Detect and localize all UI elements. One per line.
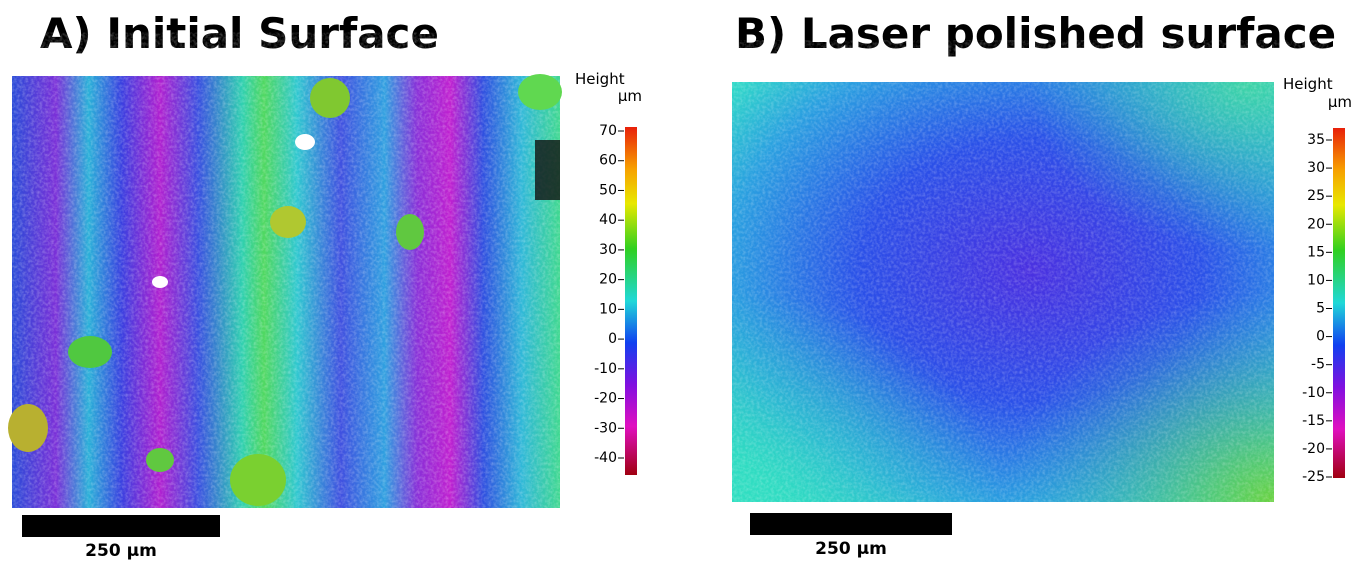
colorbar-tick-label: 60 bbox=[599, 153, 617, 169]
panel-title: A) Initial Surface bbox=[40, 9, 439, 58]
scale-bar bbox=[22, 515, 220, 537]
colorbar-tick-label: -20 bbox=[1302, 441, 1325, 457]
colorbar-tick-label: -5 bbox=[1311, 357, 1325, 373]
colorbar-tick-label: 15 bbox=[1307, 244, 1325, 260]
colorbar-tick-label: 0 bbox=[1316, 329, 1325, 345]
figure: A) Initial Surface B) Laser polished sur… bbox=[0, 0, 1359, 560]
colorbar-tick-label: -15 bbox=[1302, 413, 1325, 429]
colorbar-tick-label: -25 bbox=[1302, 469, 1325, 485]
colorbar-tick-label: -10 bbox=[594, 361, 617, 377]
colorbar-tick-label: -40 bbox=[594, 450, 617, 466]
colorbar-tick-label: 10 bbox=[1307, 272, 1325, 288]
colorbar-label: Height bbox=[575, 70, 625, 88]
colorbar-tick-label: 50 bbox=[599, 182, 617, 198]
panel-title: B) Laser polished surface bbox=[735, 9, 1336, 58]
colorbar-tick-label: 40 bbox=[599, 212, 617, 228]
colorbar-unit: µm bbox=[618, 87, 642, 105]
colorbar-tick-label: 70 bbox=[599, 123, 617, 139]
colorbar-tick-label: 25 bbox=[1307, 188, 1325, 204]
colorbar bbox=[625, 127, 637, 475]
surface-image-b bbox=[732, 82, 1274, 502]
colorbar-tick-label: -20 bbox=[594, 391, 617, 407]
colorbar-tick-label: -30 bbox=[594, 420, 617, 436]
surface-image-a bbox=[8, 74, 562, 508]
colorbar-tick-label: 10 bbox=[599, 301, 617, 317]
colorbar-tick-label: 30 bbox=[599, 242, 617, 258]
colorbar-tick-label: 5 bbox=[1316, 301, 1325, 317]
colorbar-tick-label: 0 bbox=[608, 331, 617, 347]
scale-bar-label: 250 µm bbox=[85, 541, 157, 560]
colorbar-unit: µm bbox=[1328, 93, 1352, 111]
colorbar-tick-label: 20 bbox=[1307, 216, 1325, 232]
scale-bar bbox=[750, 513, 952, 535]
colorbar bbox=[1333, 128, 1345, 478]
scale-bar-label: 250 µm bbox=[815, 539, 887, 559]
colorbar-label: Height bbox=[1283, 75, 1333, 93]
colorbar-tick-label: 20 bbox=[599, 272, 617, 288]
colorbar-tick-label: 35 bbox=[1307, 132, 1325, 148]
colorbar-tick-label: -10 bbox=[1302, 385, 1325, 401]
colorbar-tick-label: 30 bbox=[1307, 160, 1325, 176]
